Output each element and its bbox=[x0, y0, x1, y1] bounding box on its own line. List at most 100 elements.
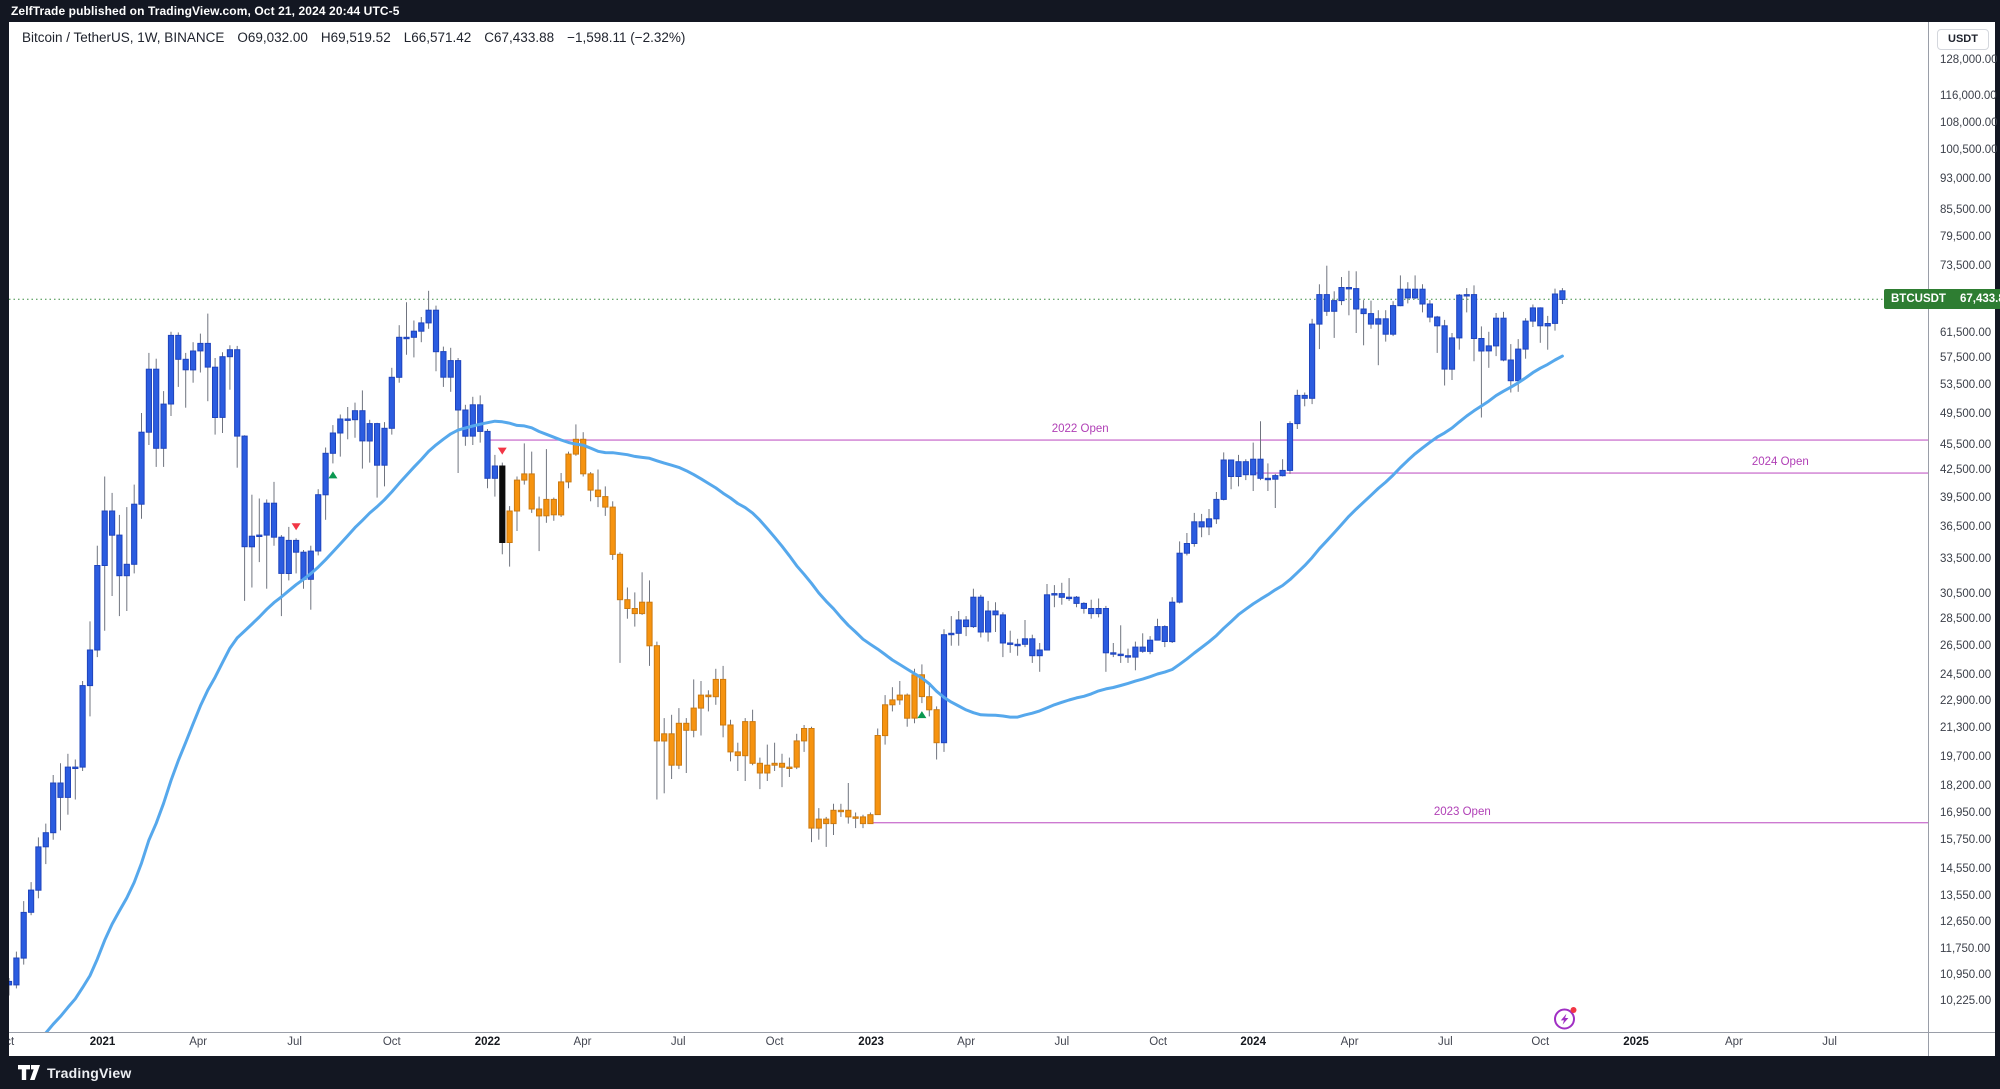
price-axis-label: 93,000.00 bbox=[1940, 172, 1992, 185]
time-axis-label: 2023 bbox=[858, 1036, 884, 1048]
candle bbox=[1470, 294, 1478, 340]
candle bbox=[1309, 323, 1316, 399]
candle bbox=[410, 330, 417, 338]
lightning-refresh-icon[interactable] bbox=[1551, 1003, 1581, 1033]
candle bbox=[1213, 498, 1220, 520]
candle bbox=[1043, 594, 1051, 651]
candle bbox=[963, 619, 970, 628]
candle bbox=[624, 599, 631, 610]
currency-toggle-button[interactable]: USDT bbox=[1937, 29, 1989, 50]
candle bbox=[1051, 593, 1058, 596]
candle bbox=[580, 438, 587, 475]
candle bbox=[1169, 601, 1176, 643]
candle bbox=[602, 496, 609, 508]
ma-line bbox=[44, 354, 1564, 1032]
candle bbox=[359, 410, 366, 442]
candle bbox=[204, 342, 211, 368]
candle bbox=[263, 502, 270, 536]
sell-signal-icon bbox=[291, 523, 301, 531]
candle bbox=[683, 722, 690, 731]
candle bbox=[1286, 423, 1294, 471]
candle bbox=[999, 614, 1006, 644]
year-open-label[interactable]: 2023 Open bbox=[1433, 805, 1491, 818]
candle bbox=[1441, 325, 1448, 370]
candle bbox=[1522, 320, 1529, 350]
candle bbox=[1007, 642, 1014, 645]
price-axis-label: 10,950.00 bbox=[1940, 969, 1992, 982]
time-axis-separator bbox=[9, 1032, 1995, 1033]
candle bbox=[469, 404, 476, 437]
time-axis-label: Oct bbox=[9, 1036, 15, 1048]
tradingview-logo-icon[interactable] bbox=[18, 1065, 40, 1080]
time-axis-label: Apr bbox=[189, 1036, 208, 1048]
last-price-badge-value: 67,433.88 bbox=[1959, 293, 2000, 306]
candle bbox=[1257, 458, 1264, 479]
candle bbox=[1095, 608, 1102, 615]
candle bbox=[270, 502, 278, 538]
candle bbox=[1463, 294, 1470, 297]
candle bbox=[484, 430, 491, 479]
price-axis-label: 108,000.00 bbox=[1940, 116, 1998, 129]
candle bbox=[536, 508, 543, 517]
price-axis-label: 30,500.00 bbox=[1940, 587, 1992, 600]
candle bbox=[1382, 318, 1389, 335]
candle bbox=[329, 432, 336, 454]
candle bbox=[1338, 287, 1345, 302]
candle bbox=[793, 740, 800, 768]
candle bbox=[388, 376, 395, 429]
candle bbox=[337, 418, 344, 434]
candle bbox=[315, 494, 322, 552]
candle bbox=[256, 534, 263, 537]
candle bbox=[904, 694, 911, 719]
candle bbox=[94, 565, 101, 651]
candle bbox=[145, 368, 153, 433]
year-open-label[interactable]: 2022 Open bbox=[1051, 423, 1109, 436]
candle bbox=[948, 632, 955, 636]
candle bbox=[123, 563, 130, 577]
candle bbox=[1323, 294, 1330, 312]
candle bbox=[1426, 303, 1434, 318]
candle bbox=[896, 694, 903, 701]
time-axis-label: 2022 bbox=[474, 1036, 501, 1048]
footer-brand-text[interactable]: TradingView bbox=[47, 1064, 132, 1081]
candle bbox=[462, 409, 469, 437]
candle bbox=[727, 724, 734, 753]
candle bbox=[1073, 596, 1080, 604]
candle bbox=[101, 510, 108, 566]
candle bbox=[808, 728, 815, 829]
candle bbox=[1515, 348, 1522, 382]
candle bbox=[1220, 459, 1227, 500]
time-axis[interactable]: Oct 2021 Apr Jul Oct 2022 Apr Jul Oct 2023 Apr Jul O… bbox=[9, 1032, 1928, 1056]
price-axis-label: 21,300.00 bbox=[1940, 721, 1992, 734]
price-axis-label: 128,000.00 bbox=[1940, 53, 1998, 66]
symbol-legend: Bitcoin / TetherUS, 1W, BINANCE O69,032.… bbox=[22, 30, 685, 45]
candle bbox=[690, 707, 697, 731]
candle bbox=[20, 911, 27, 959]
candle bbox=[396, 336, 403, 378]
candle bbox=[653, 645, 660, 742]
price-axis-label: 11,750.00 bbox=[1940, 943, 1991, 955]
candle bbox=[1058, 593, 1065, 598]
candle bbox=[771, 762, 778, 766]
candle bbox=[1478, 338, 1485, 352]
ohlc-low: L66,571.42 bbox=[403, 30, 472, 45]
price-axis-label: 12,650.00 bbox=[1940, 915, 1992, 928]
candle bbox=[675, 722, 682, 766]
candle bbox=[1176, 552, 1183, 603]
symbol-title[interactable]: Bitcoin / TetherUS, 1W, BINANCE bbox=[22, 30, 225, 45]
candle bbox=[609, 506, 616, 555]
footer-bar: TradingView bbox=[0, 1056, 2000, 1089]
candle bbox=[1117, 653, 1124, 657]
candle bbox=[587, 473, 594, 491]
candle bbox=[1294, 394, 1301, 425]
candle bbox=[1250, 458, 1257, 476]
price-axis-label: 10,225.00 bbox=[1940, 994, 1992, 1007]
candle bbox=[513, 479, 521, 512]
candle bbox=[1544, 323, 1551, 327]
chart-panel[interactable] bbox=[9, 22, 1995, 1056]
candle bbox=[248, 535, 256, 548]
candle bbox=[970, 596, 977, 628]
year-open-label[interactable]: 2024 Open bbox=[1751, 456, 1809, 469]
candle bbox=[455, 360, 462, 411]
